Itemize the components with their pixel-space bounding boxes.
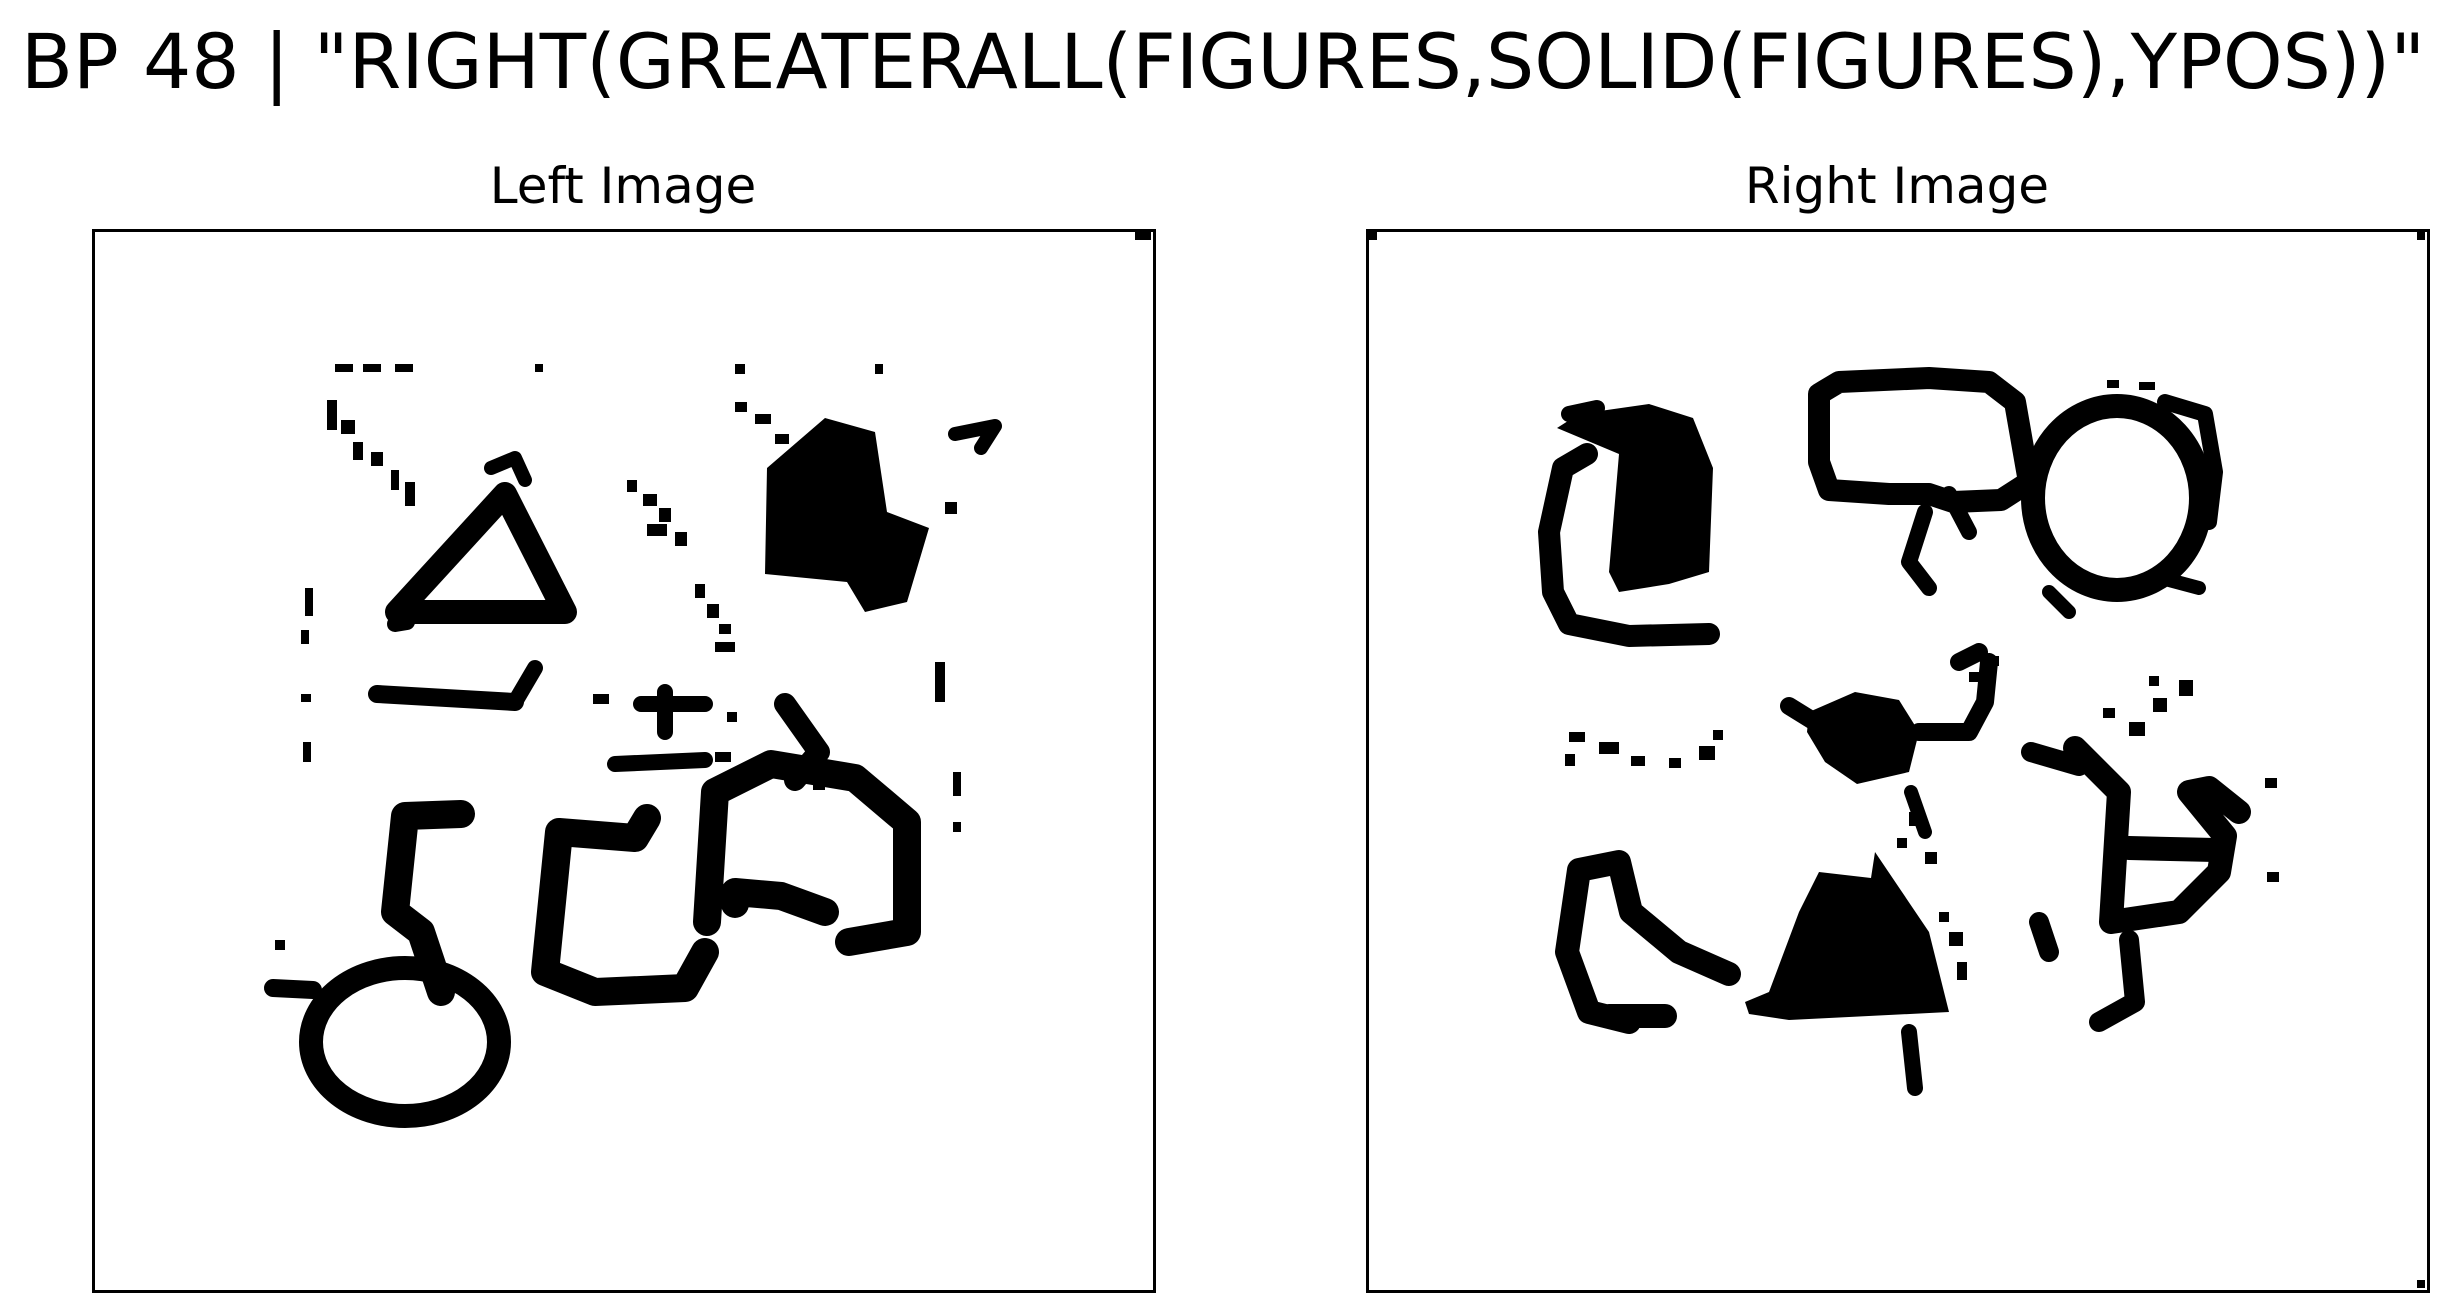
corner-speck (1369, 232, 1377, 240)
circle-fringe (264, 979, 322, 999)
hollow-circle (299, 956, 511, 1128)
right-image-panel (1366, 229, 2430, 1293)
hollow-bubble (1808, 367, 2040, 513)
triangle-apex-fringe (484, 451, 532, 487)
hollow-circle (2021, 394, 2213, 602)
solid-triangle (1745, 852, 1949, 1020)
right-panel-title: Right Image (1744, 157, 2050, 215)
blob-stroke (1780, 643, 1998, 741)
triangle-drip (1901, 1024, 1923, 1096)
blob-fringe (948, 419, 1002, 455)
square-fringe (1561, 400, 1605, 422)
bubble-tail (1901, 486, 1977, 596)
shape-fringe (2021, 742, 2145, 1032)
circle-fringe (2042, 573, 2206, 619)
hollow-bent-shape (2063, 736, 2251, 934)
left-image-panel (92, 229, 1156, 1293)
solid-blob-middle (1807, 692, 1919, 784)
curvy-stroke (531, 804, 719, 1006)
blob-drip (1904, 785, 1932, 839)
corner-speck (2417, 1280, 2425, 1288)
right-image-canvas (1369, 232, 2425, 1288)
bottom-left-hook (1555, 850, 1741, 1034)
solid-square (1557, 404, 1713, 592)
triangle-base-fringe (387, 614, 415, 632)
stroke-tail (507, 660, 543, 710)
hollow-triangle (385, 482, 577, 624)
small-cross-mark (607, 684, 713, 772)
circle-arc-around-square (1538, 443, 1720, 647)
figure-title: BP 48 | "RIGHT(GREATERALL(FIGURES,SOLID(… (20, 17, 2426, 106)
corner-speck (1135, 232, 1151, 240)
horizontal-stroke (368, 685, 524, 711)
left-image-canvas (264, 232, 1151, 1128)
circle-hook (2157, 394, 2223, 530)
arch-shape (693, 750, 921, 956)
corner-speck (2417, 232, 2425, 240)
arch-top-spur (774, 693, 830, 791)
solid-blob-top (765, 418, 929, 612)
left-panel-title: Left Image (489, 157, 757, 215)
